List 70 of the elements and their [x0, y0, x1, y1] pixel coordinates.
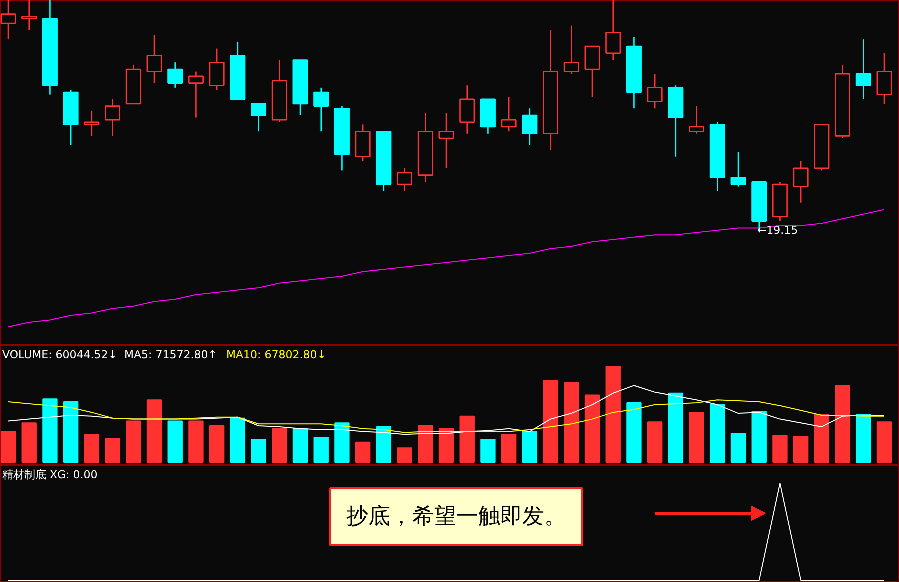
bar: [84, 434, 100, 463]
bar: [22, 422, 37, 463]
bar: [42, 398, 58, 463]
bar: [584, 394, 600, 463]
candlestick: [876, 52, 892, 105]
bar: [647, 422, 663, 463]
bar: [334, 422, 350, 463]
chart-title: 精材制底 XG: 0.00: [2, 468, 98, 482]
bar: [814, 414, 830, 463]
bar: [626, 402, 642, 463]
bar: [876, 422, 892, 463]
candlestick: [105, 98, 121, 137]
bar: [522, 431, 538, 463]
bar: [0, 431, 16, 463]
candlestick: [84, 110, 100, 137]
candlestick: [793, 160, 809, 204]
bar: [376, 426, 392, 463]
bar: [710, 404, 726, 463]
text: MA10: 67802.80↓: [226, 348, 326, 362]
candlestick: [314, 87, 330, 132]
candlestick: [501, 96, 517, 132]
bar: [126, 420, 142, 463]
bar: [730, 433, 746, 463]
bar: [355, 442, 371, 463]
bar: [835, 385, 850, 463]
bar: [251, 438, 266, 463]
candlestick: [564, 25, 580, 75]
bar: [272, 428, 288, 463]
candlestick: [856, 38, 872, 100]
bar: [168, 420, 183, 463]
bar: [292, 428, 308, 463]
bar: [752, 411, 767, 463]
candlestick: [438, 112, 454, 170]
candlestick: [522, 108, 538, 146]
bar: [105, 438, 120, 463]
candlestick: [397, 168, 413, 192]
bar: [668, 392, 684, 463]
candlestick: [689, 106, 705, 135]
bar: [397, 448, 412, 463]
annotation: 抄底，希望一触即发。: [346, 504, 566, 530]
bar: [460, 416, 475, 463]
bar: [480, 438, 496, 463]
text: MA5: 71572.80↑: [124, 348, 218, 362]
bar: [314, 437, 329, 463]
bar: [230, 418, 246, 463]
bar: [501, 434, 517, 463]
bar: [564, 382, 580, 463]
candlestick: [460, 84, 476, 135]
bar: [209, 426, 225, 463]
bar: [856, 414, 872, 463]
bar: [146, 400, 162, 463]
bar: [772, 435, 788, 463]
bar: [438, 428, 454, 463]
candlestick: [209, 48, 225, 91]
candlestick: [188, 71, 204, 118]
text: VOLUME: 60044.52↓: [2, 348, 118, 362]
bar: [793, 436, 809, 463]
bar: [543, 380, 558, 463]
candlestick: [251, 103, 267, 132]
candlestick: [584, 46, 600, 98]
bar: [188, 420, 204, 463]
candlestick: [146, 34, 162, 84]
bar: [689, 412, 704, 463]
bar: [606, 366, 621, 463]
annotation: ←19.15: [757, 224, 798, 237]
bar: [63, 402, 79, 463]
candlestick: [168, 62, 184, 89]
candlestick: [730, 152, 746, 188]
candlestick: [647, 73, 663, 110]
bar: [418, 426, 434, 463]
